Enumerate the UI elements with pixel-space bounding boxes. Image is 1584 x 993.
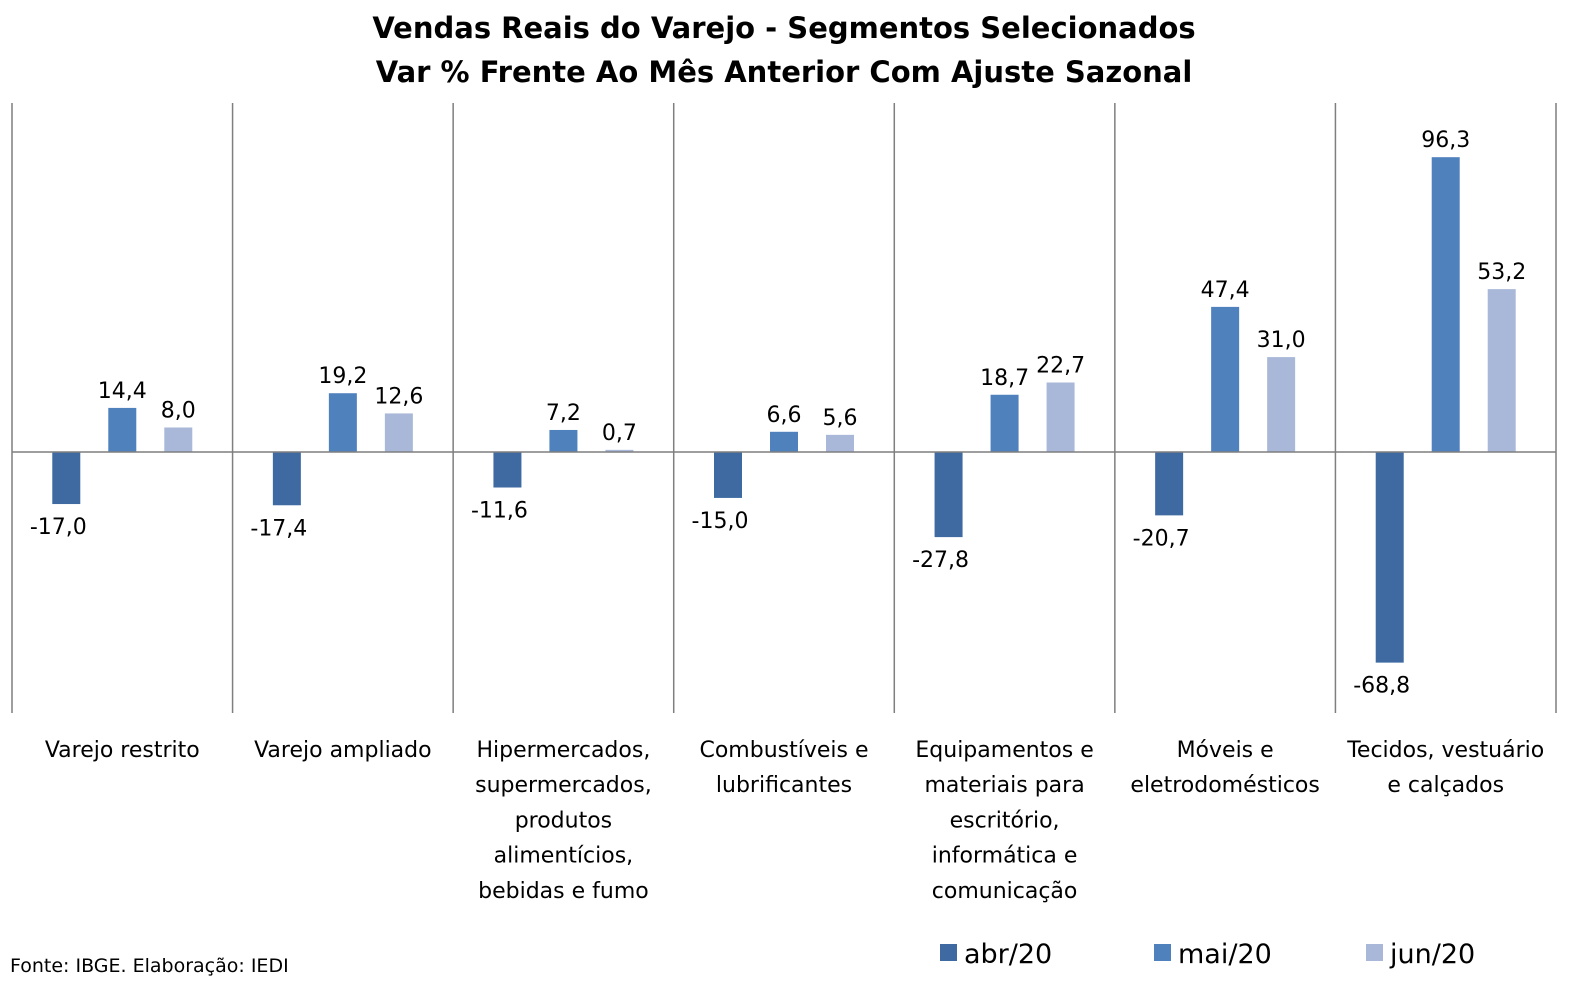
bar <box>1155 452 1184 516</box>
bar <box>934 452 963 538</box>
data-label: -11,6 <box>471 499 528 524</box>
legend-swatch <box>1154 944 1171 961</box>
bar <box>714 452 742 498</box>
data-label: -27,8 <box>912 548 969 573</box>
category-label: comunicação <box>932 879 1078 904</box>
bar <box>1375 452 1404 663</box>
data-label: -17,4 <box>250 516 307 541</box>
bar <box>549 429 578 452</box>
data-label: 19,2 <box>318 364 367 389</box>
data-label: 47,4 <box>1201 278 1250 303</box>
bar <box>328 393 357 452</box>
data-label: -17,0 <box>30 515 87 540</box>
category-label: Varejo ampliado <box>254 738 432 763</box>
category-label: lubrificantes <box>716 773 852 798</box>
data-label: 0,7 <box>602 421 637 446</box>
data-label: 6,6 <box>767 403 802 428</box>
bar <box>990 394 1019 452</box>
chart-title-line-1: Vendas Reais do Varejo - Segmentos Selec… <box>372 11 1195 45</box>
bar <box>770 431 798 452</box>
category-label: alimentícios, <box>494 844 633 869</box>
data-label: 8,0 <box>161 399 196 424</box>
legend-swatch <box>940 944 957 961</box>
data-label: 14,4 <box>98 379 147 404</box>
legend-label: mai/20 <box>1178 939 1272 970</box>
category-label: informática e <box>932 844 1078 869</box>
legend-swatch <box>1366 944 1383 961</box>
data-label: 22,7 <box>1036 354 1085 379</box>
category-label: eletrodomésticos <box>1130 773 1319 798</box>
data-label: 7,2 <box>546 401 581 426</box>
category-label: bebidas e fumo <box>478 879 649 904</box>
legend: abr/20 mai/20 jun/20 <box>940 939 1475 970</box>
category-label: Equipamentos e <box>915 738 1093 763</box>
bar <box>605 449 634 452</box>
category-label: supermercados, <box>475 773 652 798</box>
category-label: e calçados <box>1387 773 1504 798</box>
bar <box>1046 382 1075 452</box>
data-label: 5,6 <box>823 406 858 431</box>
bar <box>1431 157 1460 453</box>
bar <box>384 413 413 452</box>
bar <box>108 407 137 452</box>
category-label: produtos <box>515 808 612 833</box>
bar <box>493 452 522 488</box>
data-label: 96,3 <box>1421 128 1470 153</box>
bar <box>164 427 193 452</box>
data-label: 12,6 <box>374 384 423 409</box>
legend-label: abr/20 <box>964 939 1052 970</box>
data-label: -68,8 <box>1353 674 1410 699</box>
bar <box>1487 289 1516 452</box>
data-label: -20,7 <box>1133 526 1190 551</box>
data-label: 18,7 <box>980 366 1029 391</box>
category-label: Tecidos, vestuário <box>1346 738 1544 763</box>
data-label: -15,0 <box>692 509 749 534</box>
bar <box>826 434 854 452</box>
chart-title-line-2: Var % Frente Ao Mês Anterior Com Ajuste … <box>376 55 1193 89</box>
data-label: 53,2 <box>1477 260 1526 285</box>
legend-label: jun/20 <box>1389 939 1475 970</box>
source-note: Fonte: IBGE. Elaboração: IEDI <box>10 955 289 977</box>
bar <box>1211 306 1240 452</box>
plot-area: -17,0 -17,4 -11,6 -15,0 -27,8 -20,7 -68,8 14,4 1… <box>11 103 1557 904</box>
category-label: materiais para <box>924 773 1084 798</box>
bar <box>272 452 301 506</box>
bar <box>1267 357 1296 452</box>
category-label: Hipermercados, <box>477 738 651 763</box>
data-label: 31,0 <box>1257 328 1306 353</box>
category-label: Combustíveis e <box>699 738 868 763</box>
bar <box>52 452 81 505</box>
category-label: escritório, <box>950 808 1060 833</box>
category-label: Móveis e <box>1177 738 1274 763</box>
category-label: Varejo restrito <box>45 738 200 763</box>
